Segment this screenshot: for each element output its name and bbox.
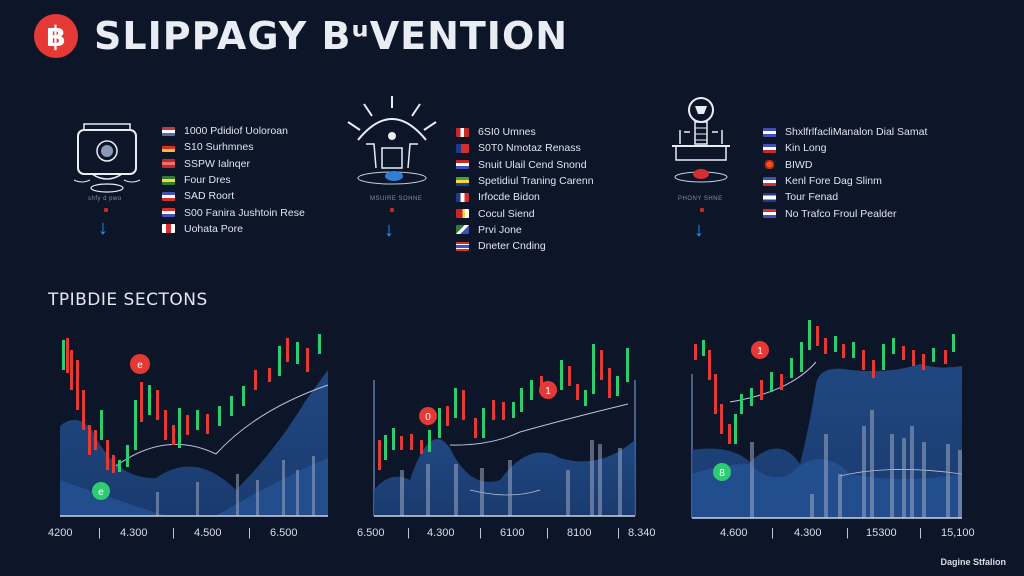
legend-item[interactable]: No Trafco Froul Pealder [763,205,927,221]
legend-item[interactable]: S10 Surhmnes [162,139,305,155]
status-dot [700,208,704,212]
svg-text:0: 0 [425,412,431,423]
legend-item[interactable]: Snuit Ulail Cend Snond [456,157,594,173]
legend-item[interactable]: Spetidiul Traning Carenn [456,173,594,189]
legend-item[interactable]: BIWD [763,157,927,173]
signal-badge[interactable]: e [130,354,150,374]
flag-icon [162,208,175,218]
svg-text:8: 8 [719,468,725,479]
flag-icon [162,175,175,185]
flag-icon [763,160,776,170]
legend-item[interactable]: Kin Long [763,140,927,156]
status-dot [390,208,394,212]
legend-item[interactable]: SAD Roort [162,188,305,204]
footer-note: Dagine Stfalion [940,557,1006,567]
feature-legend: 6SI0 Umnes S0T0 Nmotaz Renass Snuit Ulai… [456,124,594,254]
lightbulb-robot-icon [672,97,730,183]
legend-item[interactable]: 6SI0 Umnes [456,124,594,140]
bitcoin-icon: ฿ [34,14,78,58]
flag-icon [162,142,175,152]
legend-item[interactable]: Irfocde Bidon [456,189,594,205]
arrow-down-icon[interactable]: ↓ [98,217,108,239]
wallet-monitor-icon [73,123,141,193]
flag-icon [456,241,469,251]
signal-badge[interactable]: 1 [751,341,769,359]
flag-icon [763,127,776,137]
candlestick-chart-1[interactable]: e e [56,330,332,520]
legend-item[interactable]: 1000 Pdidiof Uoloroan [162,123,305,139]
arrow-down-icon[interactable]: ↓ [384,219,394,241]
svg-text:1: 1 [757,346,763,357]
page-title: SLIPPAGY BᵘVENTION [94,14,569,58]
flag-icon [763,176,776,186]
flag-icon [456,160,469,170]
app-header: ฿ SLIPPAGY BᵘVENTION [34,14,568,58]
status-dot [104,208,108,212]
flag-icon [456,127,469,137]
signal-badge[interactable]: 8 [713,463,731,481]
flag-icon [162,159,175,169]
legend-item[interactable]: Four Dres [162,172,305,188]
flag-icon [456,225,469,235]
legend-item[interactable]: Tour Fenad [763,189,927,205]
feature-legend: ShxlfrlfacliManalon Dial Samat Kin Long … [763,124,927,222]
flag-icon [162,126,175,136]
candles [62,334,321,473]
svg-text:e: e [98,487,104,498]
legend-item[interactable]: S00 Fanira Jushtoin Rese [162,204,305,220]
flag-icon [763,209,776,219]
signal-badge[interactable]: e [92,482,110,500]
lightbulb-dome-icon [347,96,437,185]
flag-icon [162,191,175,201]
legend-item[interactable]: SSPW Ialnqer [162,156,305,172]
legend-item[interactable]: Uohata Pore [162,221,305,237]
flag-icon [456,209,469,219]
signal-badge[interactable]: 0 [419,407,437,425]
feature-caption: shfy d pwo [88,196,122,202]
feature-caption: MSUIRE SOHNE [370,196,423,202]
feature-legend: 1000 Pdidiof Uoloroan S10 Surhmnes SSPW … [162,123,305,237]
legend-item[interactable]: Cocul Siend [456,205,594,221]
legend-item[interactable]: ShxlfrlfacliManalon Dial Samat [763,124,927,140]
svg-text:e: e [137,360,143,371]
volume-bars [156,456,315,516]
candlestick-chart-3[interactable]: 1 8 [690,314,965,520]
svg-text:1: 1 [545,386,551,397]
feature-caption: PHONY SHNE [678,196,723,202]
flag-icon [763,192,776,202]
legend-item[interactable]: S0T0 Nmotaz Renass [456,140,594,156]
flag-icon [456,192,469,202]
section-title: TPIBDIE SECTONS [48,290,208,310]
flag-icon [456,143,469,153]
legend-item[interactable]: Kenl Fore Dag Slinm [763,173,927,189]
flag-icon [763,143,776,153]
legend-item[interactable]: Prvi Jone [456,222,594,238]
legend-item[interactable]: Dneter Cnding [456,238,594,254]
flag-icon [456,176,469,186]
candlestick-chart-2[interactable]: 0 1 [370,340,640,520]
arrow-down-icon[interactable]: ↓ [694,219,704,241]
signal-badge[interactable]: 1 [539,381,557,399]
flag-icon [162,224,175,234]
